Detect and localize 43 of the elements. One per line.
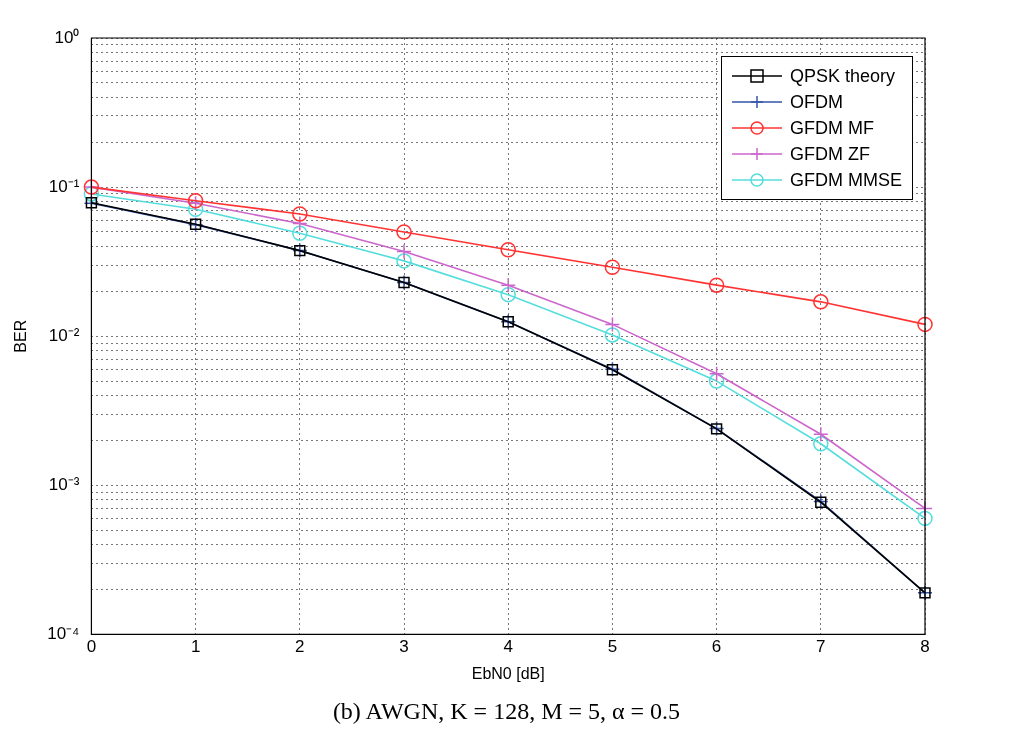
point: [292, 206, 308, 222]
point: [292, 215, 308, 232]
x-tick-label: 1: [190, 637, 201, 657]
point: [813, 435, 829, 452]
point: [604, 327, 621, 343]
point: [500, 242, 516, 258]
y-axis-title: BER: [12, 319, 30, 353]
x-tick-label: 4: [503, 637, 513, 657]
x-tick-label: 5: [607, 637, 618, 657]
point: [500, 277, 516, 293]
x-tick-label: 8: [920, 637, 930, 657]
y-tick-label: 10⁻²: [48, 325, 80, 345]
point: [396, 224, 412, 240]
x-tick-label: 7: [816, 637, 826, 657]
x-tick-label: 0: [86, 637, 97, 657]
point: [917, 510, 933, 527]
point: [813, 426, 829, 442]
x-axis-title: EbN0 [dB]: [471, 664, 545, 682]
point: [708, 373, 725, 389]
point: [83, 186, 100, 202]
y-tick-label: 10⁰: [54, 27, 80, 47]
point: [396, 243, 412, 260]
point: [813, 294, 829, 310]
point: [708, 366, 725, 382]
legend-label: QPSK theory: [790, 65, 896, 87]
x-tick-label: 6: [711, 637, 722, 657]
point: [396, 253, 412, 269]
point: [604, 259, 621, 276]
point: [917, 316, 933, 333]
legend-label: GFDM MMSE: [790, 169, 902, 191]
legend-label: OFDM: [790, 91, 843, 113]
y-tick-label: 10⁻⁴: [47, 624, 80, 644]
point: [292, 225, 308, 242]
legend-label: GFDM ZF: [790, 143, 870, 165]
y-tick-label: 10⁻¹: [48, 176, 80, 196]
point: [500, 286, 516, 303]
point: [604, 316, 621, 333]
text: (b) AWGN, K = 128, M = 5, α = 0.5: [331, 698, 682, 725]
x-tick-label: 2: [295, 637, 305, 657]
point: [708, 277, 725, 293]
legend-label: GFDM MF: [790, 117, 874, 139]
y-tick-label: 10⁻³: [48, 474, 80, 494]
x-tick-label: 3: [399, 637, 409, 657]
